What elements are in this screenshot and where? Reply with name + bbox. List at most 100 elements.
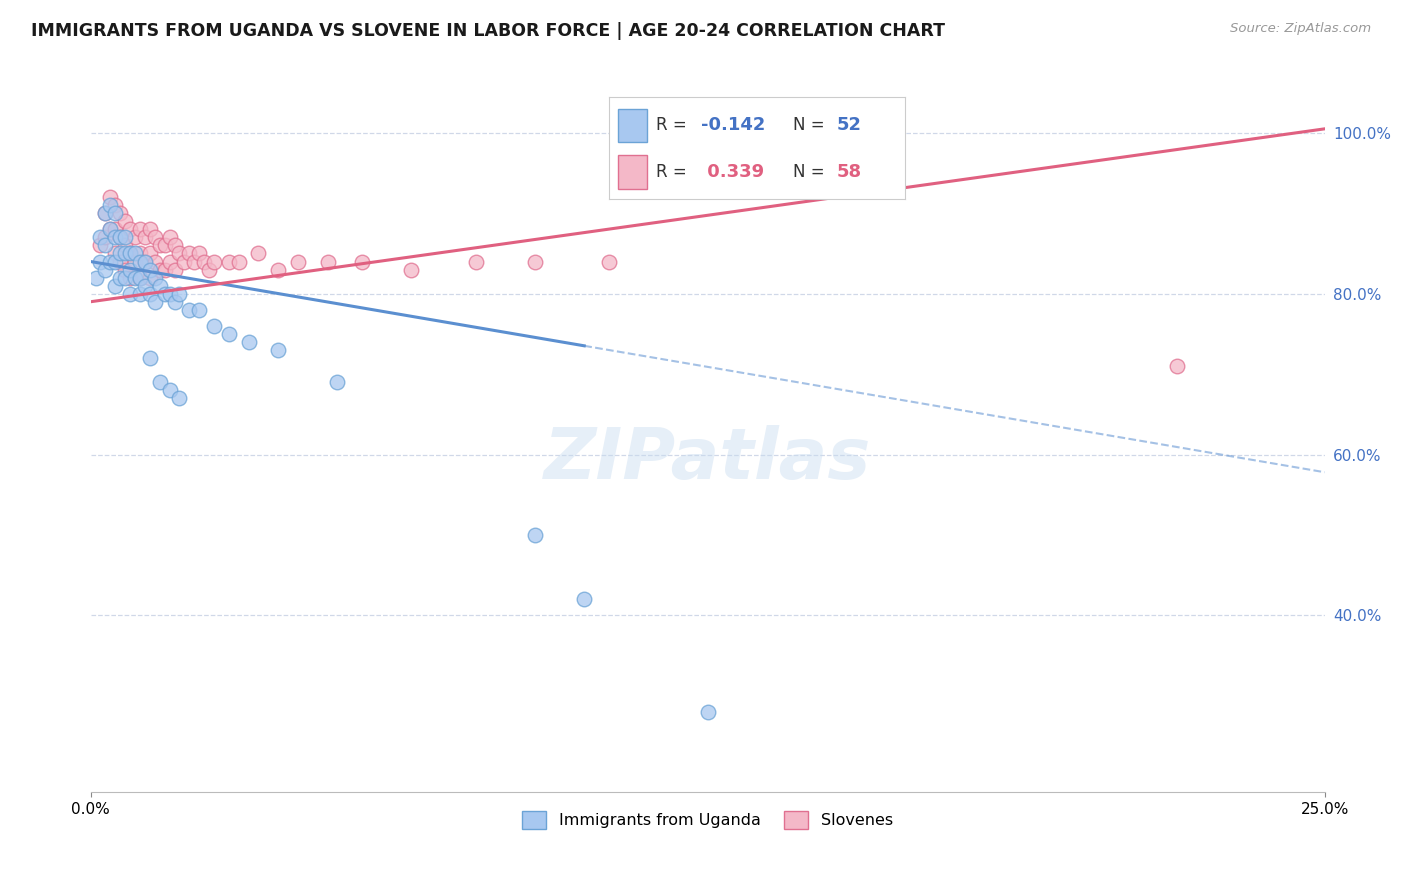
- Point: [267, 262, 290, 277]
- Point: [104, 254, 127, 268]
- Point: [94, 238, 117, 252]
- Point: [110, 270, 132, 285]
- Point: [134, 230, 156, 244]
- Point: [104, 198, 127, 212]
- Point: [139, 286, 162, 301]
- Point: [129, 270, 152, 285]
- Point: [179, 246, 201, 260]
- Point: [104, 206, 127, 220]
- Point: [153, 286, 176, 301]
- Point: [134, 254, 156, 268]
- Point: [173, 254, 195, 268]
- Point: [198, 262, 221, 277]
- Point: [139, 270, 162, 285]
- Point: [159, 286, 181, 301]
- Point: [228, 254, 250, 268]
- Point: [169, 246, 191, 260]
- Point: [139, 246, 162, 260]
- Point: [114, 230, 136, 244]
- Point: [110, 230, 132, 244]
- Text: ZIPatlas: ZIPatlas: [544, 425, 872, 494]
- Point: [94, 206, 117, 220]
- Point: [120, 286, 142, 301]
- Point: [464, 254, 486, 268]
- Point: [267, 343, 290, 357]
- Point: [149, 278, 172, 293]
- Point: [238, 334, 260, 349]
- Point: [1166, 359, 1188, 373]
- Point: [114, 238, 136, 252]
- Point: [129, 286, 152, 301]
- Point: [134, 254, 156, 268]
- Point: [110, 254, 132, 268]
- Point: [149, 262, 172, 277]
- Point: [163, 238, 186, 252]
- Point: [149, 375, 172, 389]
- Point: [114, 246, 136, 260]
- Point: [143, 270, 166, 285]
- Point: [124, 230, 146, 244]
- Point: [129, 270, 152, 285]
- Point: [202, 254, 225, 268]
- Point: [143, 230, 166, 244]
- Point: [401, 262, 423, 277]
- Point: [120, 270, 142, 285]
- Point: [94, 230, 117, 244]
- Point: [202, 318, 225, 333]
- Point: [287, 254, 309, 268]
- Point: [153, 262, 176, 277]
- Point: [110, 206, 132, 220]
- Point: [124, 246, 146, 260]
- Point: [98, 222, 121, 236]
- Point: [94, 206, 117, 220]
- Point: [159, 230, 181, 244]
- Point: [98, 190, 121, 204]
- Point: [153, 238, 176, 252]
- Point: [89, 238, 111, 252]
- Point: [169, 391, 191, 405]
- Point: [110, 230, 132, 244]
- Point: [143, 294, 166, 309]
- Point: [574, 592, 596, 607]
- Point: [98, 254, 121, 268]
- Point: [696, 705, 718, 719]
- Point: [247, 246, 270, 260]
- Point: [98, 222, 121, 236]
- Point: [84, 270, 107, 285]
- Point: [120, 246, 142, 260]
- Point: [120, 246, 142, 260]
- Point: [139, 222, 162, 236]
- Point: [218, 254, 240, 268]
- Point: [129, 254, 152, 268]
- Point: [134, 278, 156, 293]
- Point: [94, 262, 117, 277]
- Point: [104, 246, 127, 260]
- Text: IMMIGRANTS FROM UGANDA VS SLOVENE IN LABOR FORCE | AGE 20-24 CORRELATION CHART: IMMIGRANTS FROM UGANDA VS SLOVENE IN LAB…: [31, 22, 945, 40]
- Point: [124, 270, 146, 285]
- Point: [98, 198, 121, 212]
- Point: [188, 246, 211, 260]
- Point: [120, 262, 142, 277]
- Point: [129, 222, 152, 236]
- Point: [114, 270, 136, 285]
- Point: [104, 278, 127, 293]
- Point: [352, 254, 374, 268]
- Point: [104, 222, 127, 236]
- Point: [129, 246, 152, 260]
- Point: [89, 230, 111, 244]
- Point: [326, 375, 349, 389]
- Point: [149, 238, 172, 252]
- Point: [139, 262, 162, 277]
- Point: [124, 254, 146, 268]
- Point: [114, 214, 136, 228]
- Point: [523, 254, 546, 268]
- Text: Source: ZipAtlas.com: Source: ZipAtlas.com: [1230, 22, 1371, 36]
- Point: [163, 262, 186, 277]
- Point: [120, 222, 142, 236]
- Point: [114, 262, 136, 277]
- Point: [159, 383, 181, 397]
- Point: [139, 351, 162, 365]
- Point: [169, 286, 191, 301]
- Legend: Immigrants from Uganda, Slovenes: Immigrants from Uganda, Slovenes: [516, 805, 900, 835]
- Point: [598, 254, 620, 268]
